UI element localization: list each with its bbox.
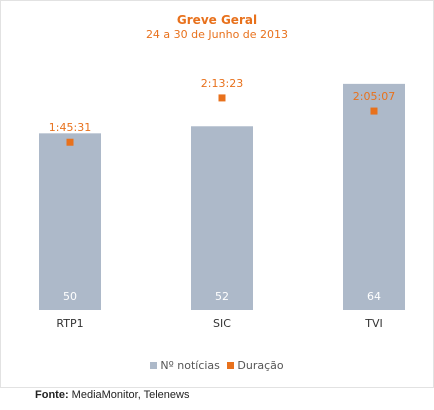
source-note: Fonte: MediaMonitor, Telenews [35, 389, 189, 401]
category-label: RTP1 [56, 317, 83, 330]
bar-value-label: 64 [367, 290, 381, 303]
duration-label: 1:45:31 [49, 121, 91, 134]
bar-value-label: 50 [63, 290, 77, 303]
bar-rtp1 [39, 133, 101, 310]
duration-marker [66, 138, 74, 146]
legend-item-news: Nº notícias [150, 359, 220, 372]
legend-swatch-duration [227, 362, 235, 369]
legend-swatch-news [150, 362, 158, 369]
chart-title: Greve Geral [176, 13, 258, 27]
duration-label: 2:13:23 [201, 77, 243, 90]
duration-label: 2:05:07 [353, 90, 395, 103]
category-label: TVI [364, 317, 383, 330]
bar-value-label: 52 [215, 290, 229, 303]
bar-tvi [343, 83, 405, 310]
duration-marker [370, 107, 378, 115]
legend-label-news: Nº notícias [160, 359, 220, 372]
legend-label-duration: Duração [237, 359, 284, 372]
duration-marker [218, 94, 226, 102]
legend-item-duration: Duração [227, 359, 284, 372]
source-label: Fonte: [35, 389, 69, 401]
chart-subtitle: 24 a 30 de Junho de 2013 [145, 28, 289, 41]
bar-sic [191, 126, 253, 311]
category-label: SIC [213, 317, 231, 330]
source-text: MediaMonitor, Telenews [71, 389, 190, 401]
chart-legend: Nº notícias Duração [0, 359, 434, 372]
